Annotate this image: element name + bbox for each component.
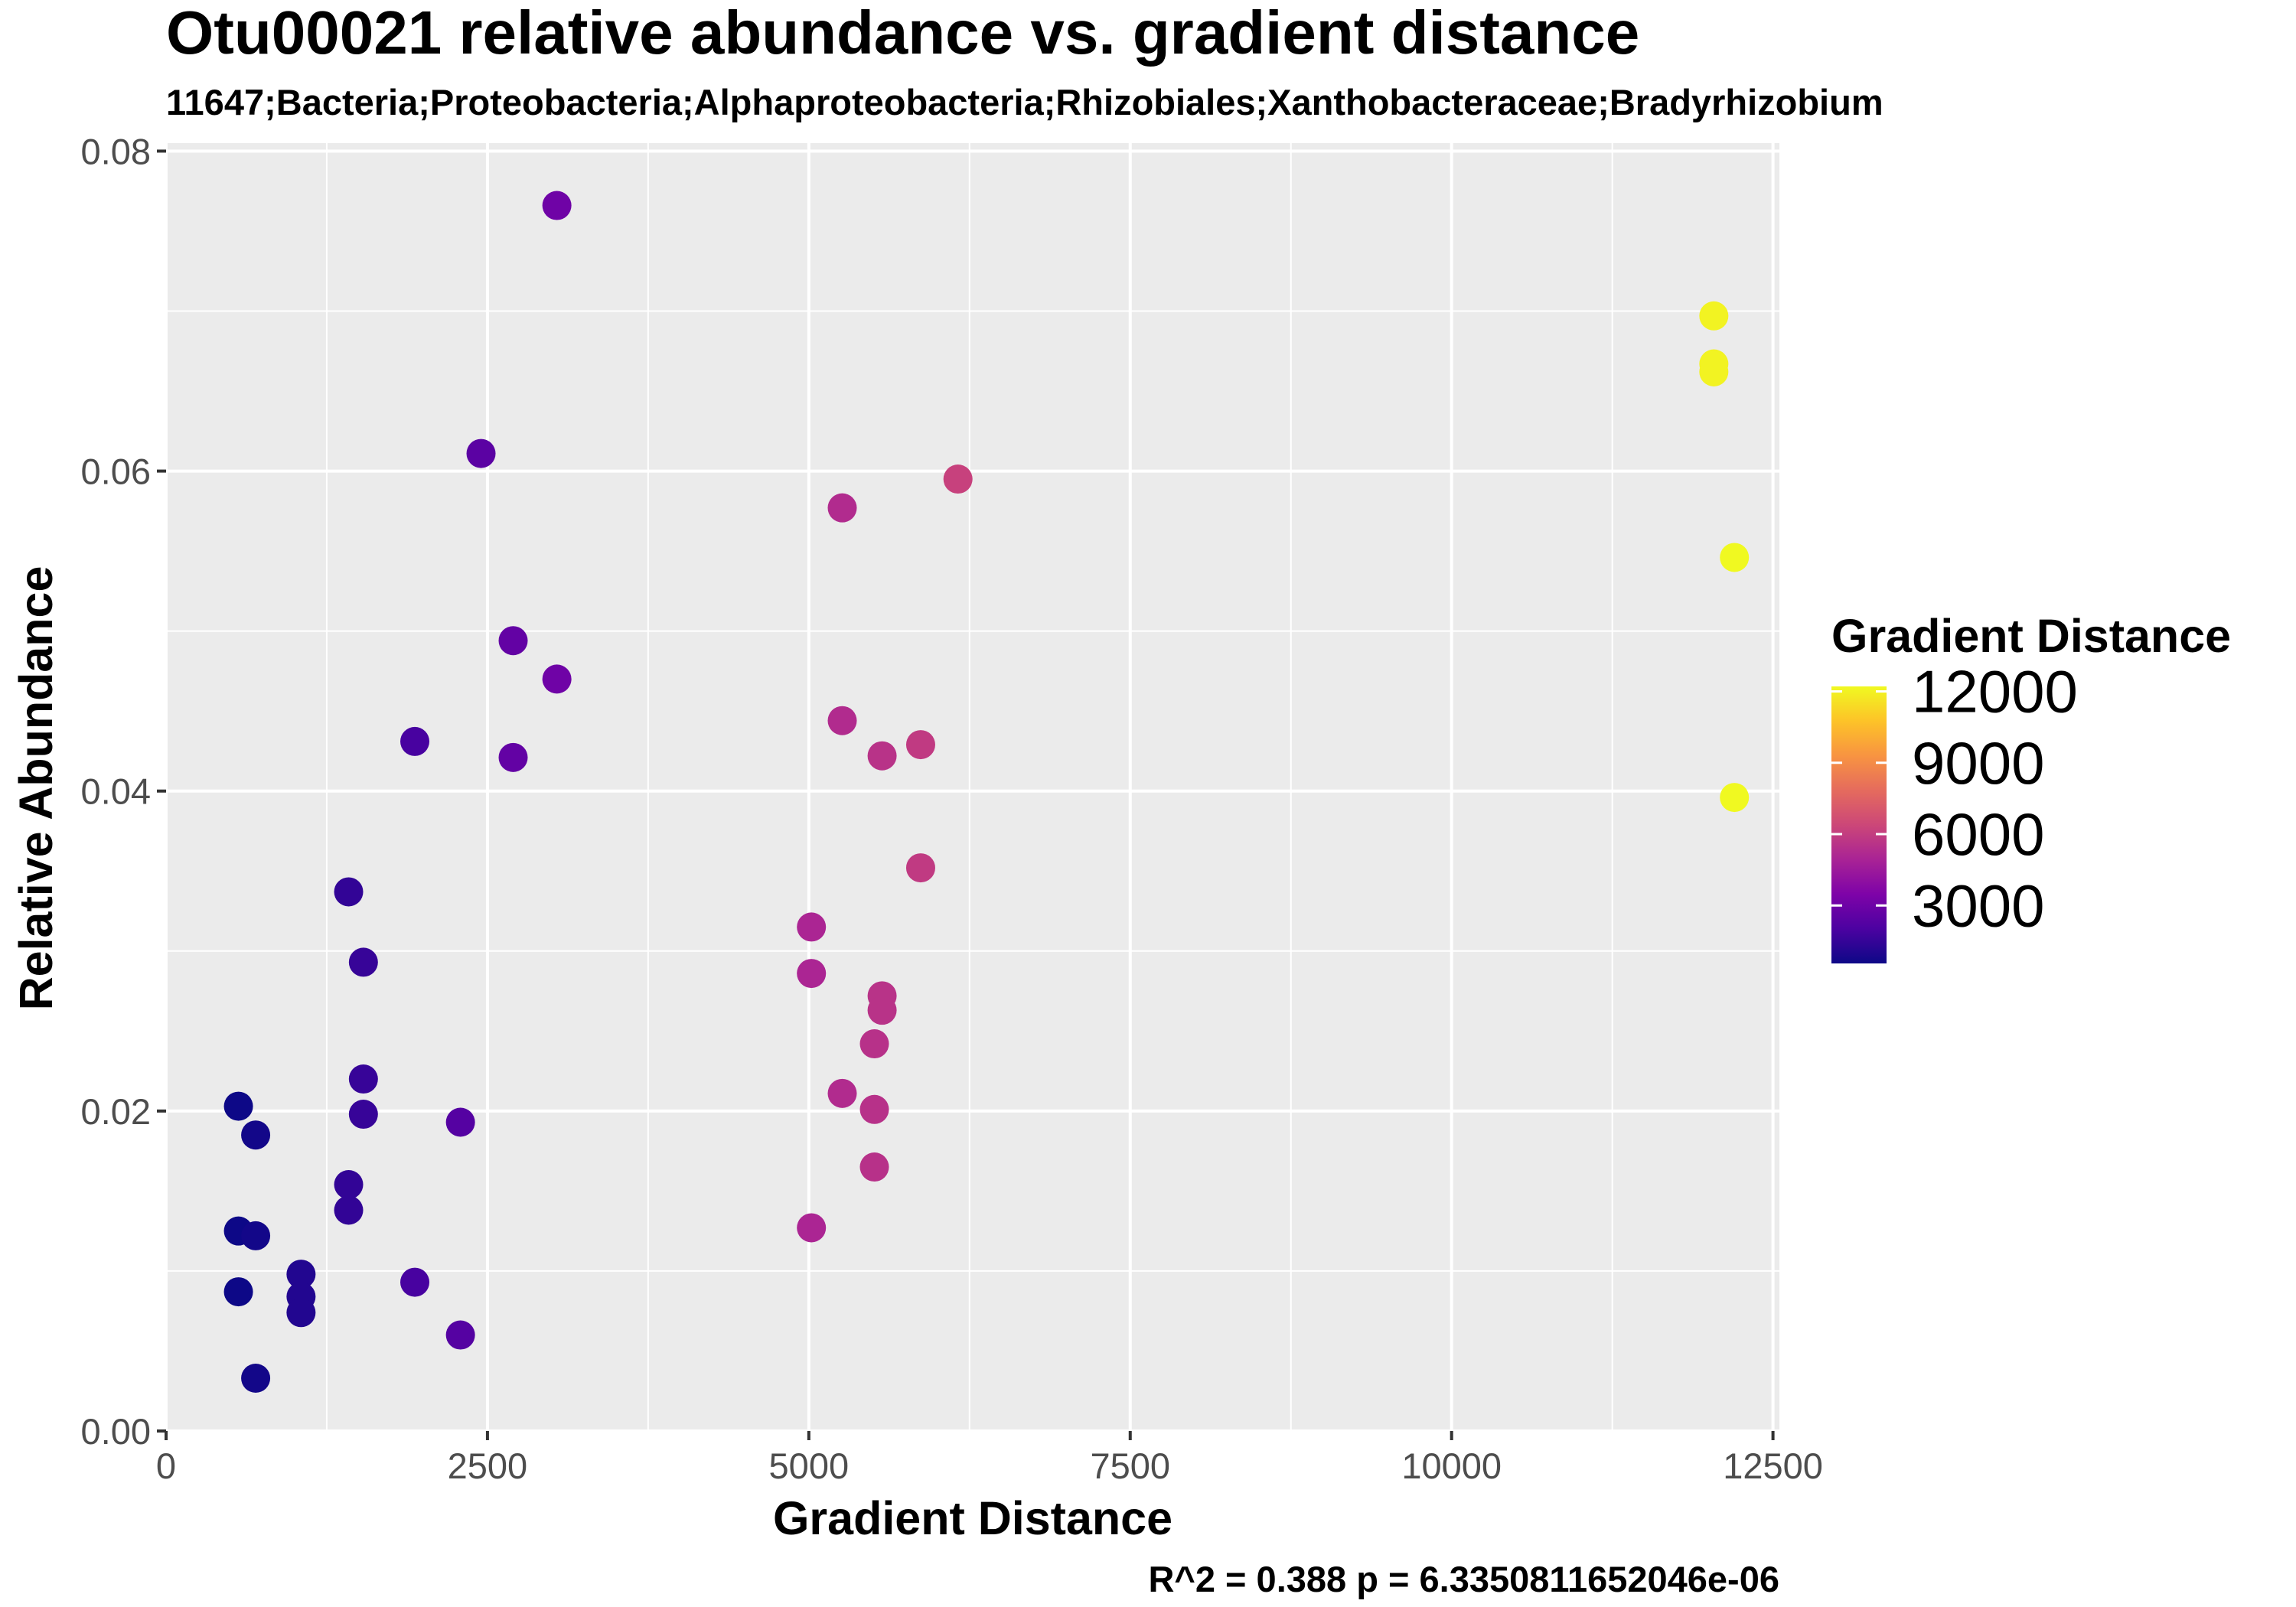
data-point <box>1699 301 1729 331</box>
x-tick-label: 12500 <box>1723 1446 1823 1486</box>
x-axis-title: Gradient Distance <box>773 1492 1172 1544</box>
axis-ticks <box>157 149 1775 1440</box>
data-point <box>334 1195 364 1225</box>
y-tick-label: 0.04 <box>81 771 151 812</box>
data-point <box>241 1364 271 1393</box>
data-point <box>943 464 973 494</box>
minor-gridlines <box>166 143 1779 1431</box>
data-point <box>1720 783 1750 813</box>
data-point <box>348 1100 378 1129</box>
legend-label: 9000 <box>1912 729 2045 797</box>
legend-colorbar <box>1831 686 1887 963</box>
data-point <box>1699 357 1729 386</box>
legend-label: 6000 <box>1912 800 2045 868</box>
data-point <box>905 730 935 760</box>
legend-label: 3000 <box>1912 872 2045 939</box>
data-point <box>542 664 572 694</box>
data-point <box>498 742 528 772</box>
x-tick-label: 2500 <box>448 1446 528 1486</box>
x-tick-label: 10000 <box>1401 1446 1502 1486</box>
x-tick-label: 7500 <box>1090 1446 1170 1486</box>
y-axis-tick-labels: 0.00 0.02 0.04 0.06 0.08 <box>81 131 151 1452</box>
y-tick-label: 0.06 <box>81 451 151 492</box>
chart-subtitle: 11647;Bacteria;Proteobacteria;Alphaprote… <box>166 82 1883 122</box>
y-tick-label: 0.08 <box>81 131 151 171</box>
data-point <box>859 1029 889 1059</box>
data-point <box>223 1091 253 1121</box>
data-point <box>348 1064 378 1094</box>
x-axis-tick-labels: 0 2500 5000 7500 10000 12500 <box>156 1446 1823 1486</box>
major-gridlines <box>165 143 1779 1433</box>
y-axis-title: Relative Abundance <box>10 566 62 1011</box>
data-point <box>445 1107 475 1137</box>
data-point <box>241 1120 271 1150</box>
data-point <box>348 947 378 977</box>
legend-title: Gradient Distance <box>1831 610 2231 662</box>
legend-label: 12000 <box>1912 658 2078 725</box>
data-point <box>334 1170 364 1200</box>
data-point <box>867 741 897 771</box>
data-point <box>466 438 496 468</box>
data-point <box>498 626 528 656</box>
data-point <box>445 1320 475 1350</box>
data-point <box>859 1094 889 1124</box>
stats-caption: R^2 = 0.388 p = 6.3350811652046e-06 <box>1148 1559 1779 1599</box>
data-point <box>241 1221 271 1250</box>
x-tick-label: 0 <box>156 1446 176 1486</box>
data-point <box>859 1152 889 1182</box>
data-point <box>827 706 857 735</box>
y-tick-label: 0.02 <box>81 1091 151 1132</box>
data-point <box>905 853 935 883</box>
data-point <box>286 1260 316 1289</box>
data-point <box>827 493 857 523</box>
plot-panel <box>166 143 1779 1431</box>
data-point <box>542 191 572 220</box>
data-point <box>334 877 364 907</box>
chart-title: Otu00021 relative abundance vs. gradient… <box>166 0 1639 67</box>
x-tick-label: 5000 <box>769 1446 850 1486</box>
data-point <box>797 959 827 989</box>
data-point <box>400 1267 430 1297</box>
data-point <box>797 912 827 942</box>
data-point <box>223 1277 253 1307</box>
data-point <box>400 726 430 756</box>
data-point <box>867 996 897 1025</box>
data-point <box>797 1213 827 1243</box>
data-point <box>286 1298 316 1328</box>
data-point <box>1720 543 1750 572</box>
data-points <box>223 191 1750 1393</box>
y-tick-label: 0.00 <box>81 1411 151 1452</box>
data-point <box>827 1078 857 1108</box>
